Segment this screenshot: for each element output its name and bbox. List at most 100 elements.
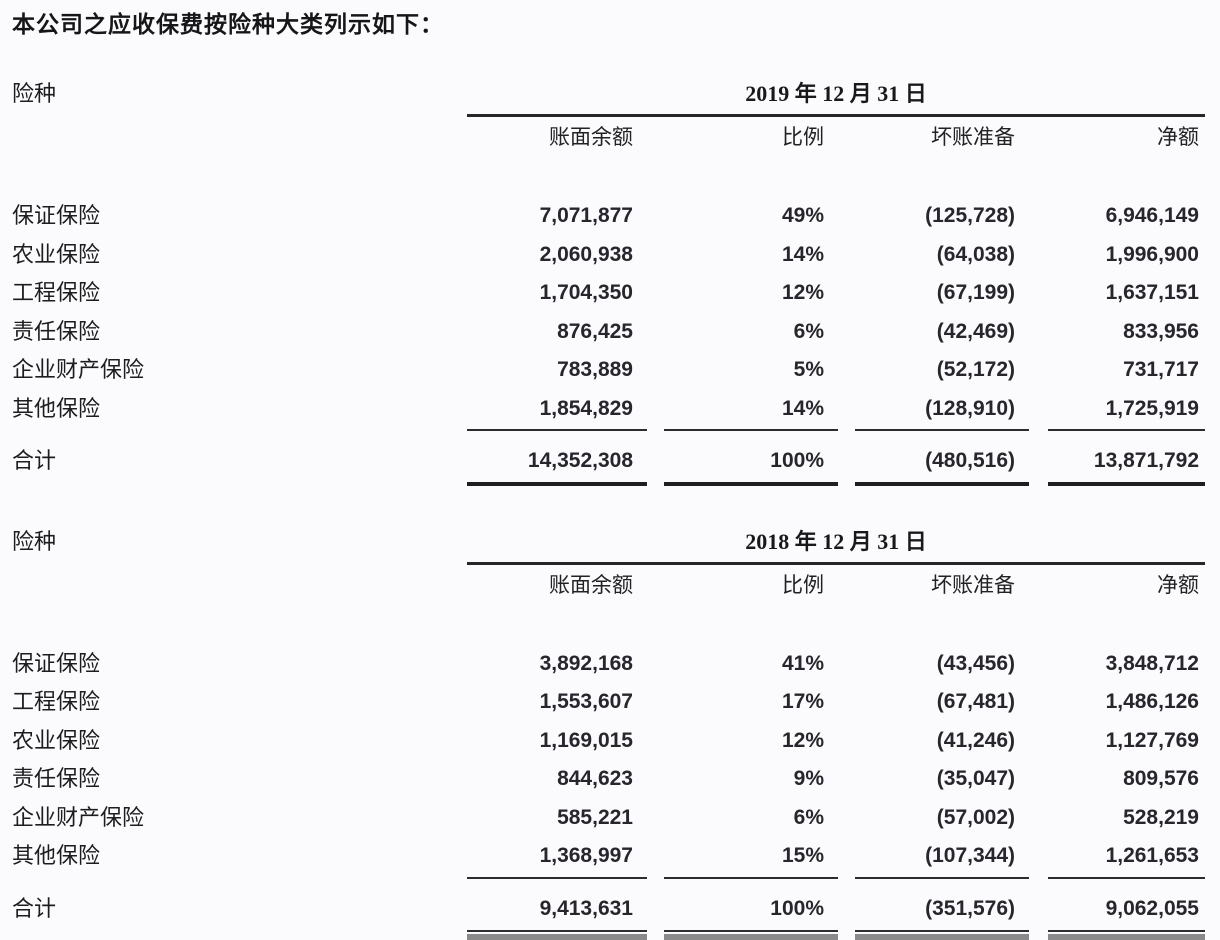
column-header-provision: 坏账准备 [931,125,1015,149]
total-ratio: 100% [770,896,824,920]
cell-balance: 1,169,015 [539,728,633,752]
total-rule-bottom [1048,933,1205,940]
table-row: 工程保险 1,704,350 12% (67,199) 1,637,151 [12,274,1220,313]
cell-net: 731,717 [1123,358,1199,381]
cell-net: 833,956 [1123,319,1199,343]
row-label: 工程保险 [12,689,101,714]
cell-provision: (64,038) [936,242,1015,266]
cell-balance: 876,425 [557,319,633,343]
table-row: 责任保险 876,425 6% (42,469) 833,956 [12,313,1220,352]
cell-provision: (57,002) [936,805,1015,829]
cell-balance: 3,892,168 [539,651,633,675]
date-header: 2018 年 12 月 31 日 [745,528,927,554]
cell-ratio: 12% [781,728,824,752]
column-header-ratio: 比例 [782,572,824,597]
cell-provision: (42,469) [936,319,1015,343]
row-label: 保证保险 [12,650,101,676]
column-header-net: 净额 [1157,125,1199,149]
row-header-label: 险种 [12,81,57,106]
column-header-net: 净额 [1157,572,1199,597]
total-row: 合计 9,413,631 100% (351,576) 9,062,055 [12,888,1220,930]
cell-ratio: 9% [793,767,824,790]
column-rule [1048,429,1205,431]
premium-table-2019: 险种 2019 年 12 月 31 日 账面余额 比例 坏账准备 净额 保证保险… [12,78,1220,486]
row-label: 工程保险 [12,280,101,305]
column-header-balance: 账面余额 [549,125,633,149]
table-row: 工程保险 1,553,607 17% (67,481) 1,486,126 [12,683,1220,722]
cell-ratio: 12% [781,281,824,304]
cell-provision: (52,172) [936,358,1015,381]
total-row: 合计 14,352,308 100% (480,516) 13,871,792 [12,440,1220,482]
total-rule [855,929,1029,932]
cell-net: 1,725,919 [1105,396,1199,420]
header-rule [467,114,1205,117]
cell-ratio: 15% [781,844,824,867]
total-rule [1048,482,1205,486]
premium-table-2018: 险种 2018 年 12 月 31 日 账面余额 比例 坏账准备 净额 保证保险… [12,526,1220,940]
cell-net: 3,848,712 [1105,651,1199,675]
total-rule [467,482,647,486]
table-row: 农业保险 2,060,938 14% (64,038) 1,996,900 [12,236,1220,275]
spacer [12,155,1220,197]
column-rule [664,429,838,431]
cell-balance: 783,889 [557,358,633,381]
cell-provision: (35,047) [936,767,1015,790]
cell-ratio: 49% [781,204,824,227]
cell-ratio: 14% [781,396,824,420]
cell-ratio: 17% [781,690,824,713]
row-header-label: 险种 [12,528,57,554]
total-rule [664,482,838,486]
cell-balance: 585,221 [557,805,633,829]
row-label: 其他保险 [12,843,101,868]
total-rule-bottom [664,933,838,940]
table-row: 其他保险 1,368,997 15% (107,344) 1,261,653 [12,837,1220,876]
total-rule [467,929,647,932]
cell-ratio: 6% [793,805,824,829]
column-header-balance: 账面余额 [549,572,633,597]
column-rule [855,876,1029,879]
row-label: 企业财产保险 [12,804,145,830]
cell-net: 6,946,149 [1105,204,1199,227]
page-title: 本公司之应收保费按险种大类列示如下： [12,12,444,37]
column-header-ratio: 比例 [782,125,824,149]
total-rule [1048,929,1205,932]
cell-provision: (41,246) [936,728,1015,752]
total-rule [664,929,838,932]
column-rule [467,876,647,879]
cell-ratio: 5% [793,358,824,381]
total-label: 合计 [12,448,57,473]
cell-net: 1,261,653 [1105,844,1199,867]
table-row: 保证保险 7,071,877 49% (125,728) 6,946,149 [12,197,1220,236]
cell-balance: 1,368,997 [539,844,633,867]
cell-provision: (125,728) [925,204,1015,227]
row-label: 其他保险 [12,395,101,421]
total-net: 13,871,792 [1093,449,1199,472]
cell-net: 528,219 [1123,805,1199,829]
cell-balance: 2,060,938 [539,242,633,266]
table-row: 农业保险 1,169,015 12% (41,246) 1,127,769 [12,722,1220,761]
column-rule [664,876,838,879]
spacer [12,603,1220,645]
cell-provision: (67,199) [936,281,1015,304]
row-label: 责任保险 [12,318,101,344]
total-rule-bottom [467,933,647,940]
table-row: 保证保险 3,892,168 41% (43,456) 3,848,712 [12,645,1220,684]
cell-ratio: 41% [781,651,824,675]
total-label: 合计 [12,895,57,921]
cell-ratio: 6% [793,319,824,343]
cell-net: 1,127,769 [1105,728,1199,752]
total-provision: (351,576) [925,896,1015,920]
cell-provision: (43,456) [936,651,1015,675]
column-rule [467,429,647,431]
cell-net: 809,576 [1123,767,1199,790]
total-balance: 14,352,308 [527,449,633,472]
total-balance: 9,413,631 [539,896,633,920]
cell-net: 1,996,900 [1105,242,1199,266]
column-rule [855,429,1029,431]
header-rule [467,561,1205,565]
cell-balance: 1,854,829 [539,396,633,420]
cell-net: 1,486,126 [1105,690,1199,713]
table-row: 企业财产保险 585,221 6% (57,002) 528,219 [12,799,1220,838]
cell-balance: 844,623 [557,767,633,790]
total-rule-bottom [855,933,1029,940]
